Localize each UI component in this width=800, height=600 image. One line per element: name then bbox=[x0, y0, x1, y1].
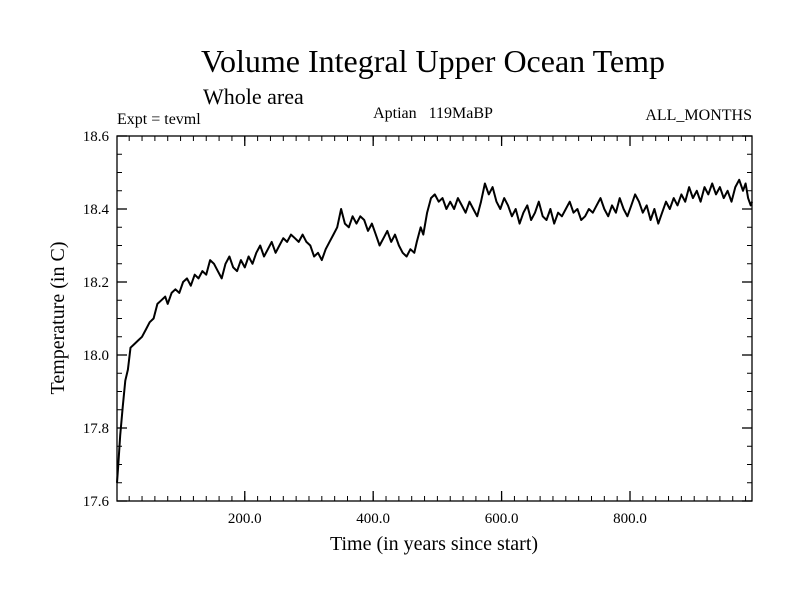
x-tick-labels: 200.0 400.0 600.0 800.0 bbox=[228, 511, 647, 527]
series-layer bbox=[116, 178, 753, 483]
expt-label: Expt = tevml bbox=[117, 111, 201, 128]
center-label: Aptian 119MaBP bbox=[373, 105, 493, 122]
y-tick-label: 18.2 bbox=[83, 275, 109, 291]
chart-subtitle: Whole area bbox=[203, 84, 304, 109]
right-label: ALL_MONTHS bbox=[645, 107, 752, 124]
x-axis-label: Time (in years since start) bbox=[330, 533, 538, 555]
plot-frame bbox=[116, 135, 753, 502]
tick-marks bbox=[117, 135, 752, 502]
y-tick-labels: 17.6 17.8 18.0 18.2 18.4 18.6 bbox=[83, 129, 110, 510]
x-tick-label: 800.0 bbox=[613, 511, 647, 527]
y-tick-label: 18.6 bbox=[83, 129, 110, 145]
chart-title: Volume Integral Upper Ocean Temp bbox=[201, 43, 665, 79]
x-tick-label: 400.0 bbox=[356, 511, 390, 527]
y-axis-label: Temperature (in C) bbox=[47, 242, 69, 395]
x-tick-label: 200.0 bbox=[228, 511, 262, 527]
y-tick-label: 17.8 bbox=[83, 421, 109, 437]
y-tick-label: 18.0 bbox=[83, 348, 109, 364]
y-tick-label: 17.6 bbox=[83, 494, 110, 510]
series-line bbox=[116, 178, 753, 483]
x-tick-label: 600.0 bbox=[485, 511, 519, 527]
y-tick-label: 18.4 bbox=[83, 202, 110, 218]
